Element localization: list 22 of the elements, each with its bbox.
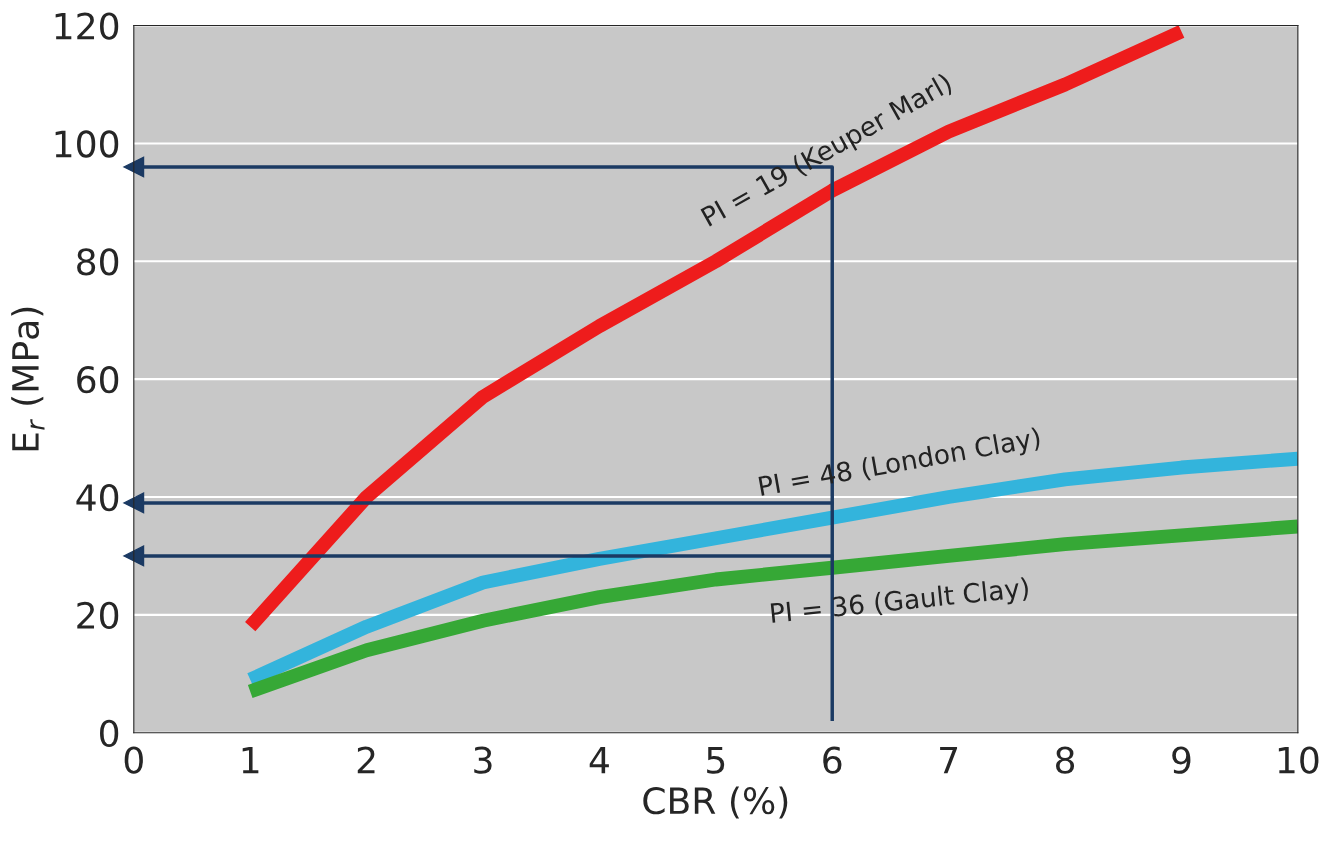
y-tick-label: 80 (77, 248, 119, 276)
y-tick-label: 0 (100, 719, 119, 747)
x-tick-label: 2 (357, 746, 375, 774)
y-axis-title: E$_{r}$ (MPa) (11, 307, 45, 451)
x-axis-title: CBR (%) (643, 786, 788, 819)
x-tick-label: 3 (474, 746, 492, 774)
text: PI = 48 (London Clay) (758, 426, 1042, 502)
y-tick-label: 20 (77, 601, 119, 630)
x-tick-label: 10 (1278, 746, 1319, 774)
y-tick-label: 120 (55, 12, 119, 40)
x-tick-label: 0 (124, 746, 143, 774)
x-tick-label: 5 (707, 747, 725, 774)
x-tick-label: 8 (1056, 746, 1075, 774)
x-tick-label: 9 (1172, 746, 1191, 774)
y-tick-label: 40 (76, 483, 119, 512)
x-tick-label: 6 (823, 746, 842, 774)
text: PI = 36 (Gault Clay) (770, 576, 1030, 629)
y-tick-label: 60 (77, 366, 119, 394)
y-tick-label: 100 (55, 130, 119, 158)
x-tick-label: 7 (940, 747, 958, 774)
x-tick-label: 1 (242, 747, 259, 774)
x-tick-label: 4 (589, 747, 609, 774)
